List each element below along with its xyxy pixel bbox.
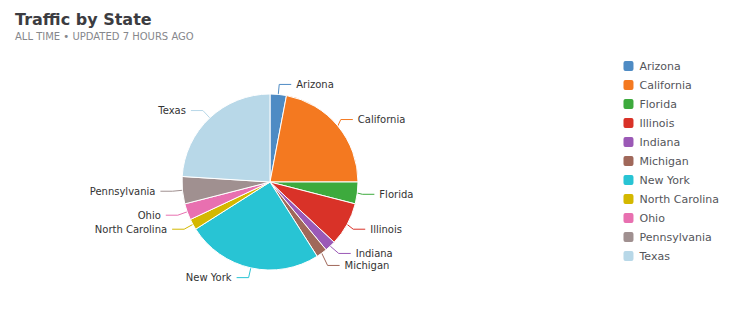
svg-text:Texas: Texas — [638, 250, 670, 263]
svg-text:Ohio: Ohio — [639, 212, 665, 225]
svg-text:Ohio: Ohio — [138, 210, 161, 221]
svg-text:North Carolina: North Carolina — [95, 224, 167, 235]
svg-text:Texas: Texas — [157, 105, 186, 116]
svg-text:North Carolina: North Carolina — [639, 193, 719, 206]
svg-text:Illinois: Illinois — [639, 117, 674, 130]
svg-text:Pennsylvania: Pennsylvania — [90, 186, 156, 197]
svg-text:New York: New York — [186, 272, 232, 283]
svg-text:Florida: Florida — [639, 98, 676, 111]
svg-text:Arizona: Arizona — [639, 60, 680, 73]
svg-text:ALL TIME • UPDATED 7 HOURS AGO: ALL TIME • UPDATED 7 HOURS AGO — [15, 31, 194, 42]
svg-text:Traffic by State: Traffic by State — [15, 10, 152, 29]
svg-text:Indiana: Indiana — [639, 136, 680, 149]
svg-text:Arizona: Arizona — [296, 79, 334, 90]
svg-text:California: California — [358, 114, 406, 125]
svg-text:Illinois: Illinois — [370, 224, 402, 235]
svg-text:Indiana: Indiana — [356, 248, 393, 259]
svg-text:Michigan: Michigan — [345, 260, 390, 271]
svg-text:New York: New York — [639, 174, 690, 187]
svg-text:Pennsylvania: Pennsylvania — [639, 231, 711, 244]
svg-text:Michigan: Michigan — [639, 155, 688, 168]
svg-text:Florida: Florida — [379, 189, 413, 200]
svg-text:California: California — [639, 79, 691, 92]
